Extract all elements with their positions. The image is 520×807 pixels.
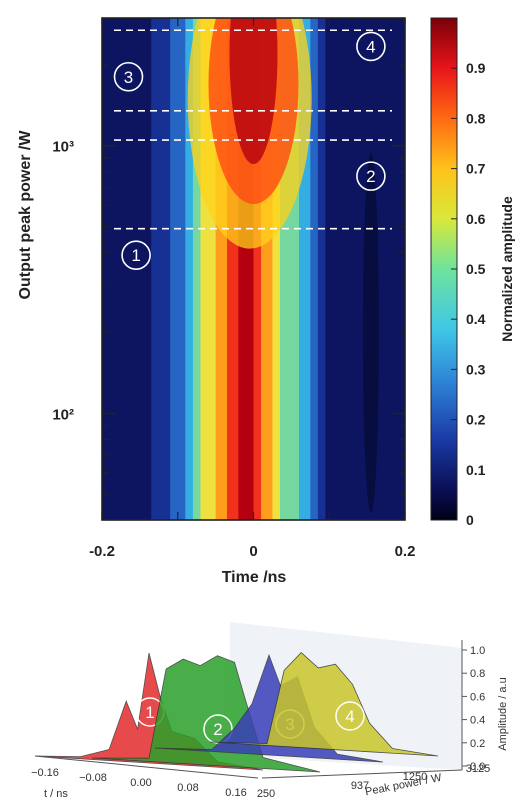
t-tick-label: 0.00: [130, 777, 151, 789]
marker-circle: [121, 240, 151, 271]
z-ticks: 0.0 0.2 0.4 0.6 0.8 1.0: [462, 645, 485, 773]
waterfall-series-2: 2: [91, 655, 321, 773]
region-marker: 3: [113, 61, 144, 92]
colorbar-label: Normalized amplitude: [499, 196, 515, 342]
waterfall-series-4: 4: [209, 652, 439, 757]
colorbar-tick-label: 0.8: [466, 110, 486, 126]
series-label: 1: [145, 703, 154, 722]
z-tick-label: 0.4: [470, 715, 485, 727]
region-markers: 1 2 3 4: [113, 31, 386, 271]
series-label: 2: [213, 720, 222, 739]
pulse-area: [91, 655, 321, 773]
marker-circle: [356, 31, 386, 62]
z-tick-label: 1.0: [470, 645, 485, 657]
heat-blob: [229, 18, 278, 165]
marker-label: 4: [366, 37, 375, 56]
y-tick-label: 10²: [52, 406, 74, 423]
z-tick-label: 0.6: [470, 691, 485, 703]
z-tick-label: 0.0: [470, 761, 485, 773]
pulse-area: [209, 652, 439, 757]
marker-circle: [203, 714, 233, 744]
peak-power-tick-label: 1250: [403, 771, 427, 783]
colorbar-tick-label: 0.4: [466, 311, 486, 327]
t-tick-label: 0.16: [225, 787, 246, 799]
colorbar-tick-label: 0.7: [466, 161, 486, 177]
marker-label: 3: [124, 68, 133, 87]
x-tick-label: 0.2: [395, 543, 416, 560]
t-axis: [34, 755, 259, 779]
series-label: 4: [345, 707, 354, 726]
peak-power-tick-label: 250: [257, 788, 275, 800]
colorbar-ticks: 0 0.1 0.2 0.3 0.4 0.5 0.6 0.7 0.8 0.9: [451, 60, 486, 528]
dashed-lines: [114, 29, 392, 230]
t-tick-label: −0.08: [79, 772, 107, 784]
colorbar-tick-label: 0.2: [466, 412, 486, 428]
z-tick-label: 0.2: [470, 738, 485, 750]
colorbar-tick-label: 0.6: [466, 211, 486, 227]
heatmap-ticks: [101, 17, 406, 521]
t-tick-label: −0.16: [31, 767, 59, 779]
y-tick-labels: 10² 10³: [52, 139, 74, 424]
z-tick-label: 0.8: [470, 668, 485, 680]
colorbar-tick-label: 0.5: [466, 261, 486, 277]
heat-blob: [362, 152, 379, 513]
colorbar-tick-label: 0: [466, 512, 474, 528]
x-tick-label: -0.2: [89, 543, 115, 560]
marker-circle: [356, 161, 386, 191]
marker-label: 2: [366, 167, 375, 186]
region-marker: 4: [356, 31, 386, 62]
marker-circle: [113, 61, 144, 92]
region-marker: 1: [121, 240, 151, 271]
z-axis-label: Amplitude / a.u: [497, 677, 509, 750]
y-tick-label: 10³: [52, 139, 74, 156]
heatmap-bands: [151, 18, 379, 520]
colorbar-tick-label: 0.3: [466, 361, 486, 377]
peak-power-axis: [261, 769, 463, 779]
t-tick-label: 0.08: [177, 782, 198, 794]
peak-power-tick-label: 937: [351, 780, 369, 792]
t-axis-label: t / ns: [44, 788, 68, 800]
colorbar-tick-label: 0.9: [466, 60, 486, 76]
marker-circle: [335, 701, 365, 731]
peak-power-ticks: 250 937 1250 3125: [257, 763, 490, 800]
waterfall-plot: 0.00.20.40.60.81.0 Amplitude / a.u 1234 …: [31, 622, 509, 800]
y-axis-label: Output peak power /W: [17, 130, 34, 300]
colorbar: 0 0.1 0.2 0.3 0.4 0.5 0.6 0.7 0.8 0.9 Normalized …: [430, 17, 515, 528]
marker-label: 1: [131, 246, 140, 265]
colorbar-tick-label: 0.1: [466, 462, 486, 478]
peak-power-tick-label: 3125: [466, 763, 490, 775]
x-axis-label: Time /ns: [222, 569, 287, 586]
t-ticks: −0.16 −0.08 0.00 0.08 0.16: [31, 767, 247, 799]
heatmap-plot: 1 2 3 4: [101, 17, 406, 521]
region-marker: 2: [356, 161, 386, 191]
x-tick-label: 0: [249, 543, 257, 560]
x-tick-labels: -0.2 0 0.2: [89, 543, 415, 560]
